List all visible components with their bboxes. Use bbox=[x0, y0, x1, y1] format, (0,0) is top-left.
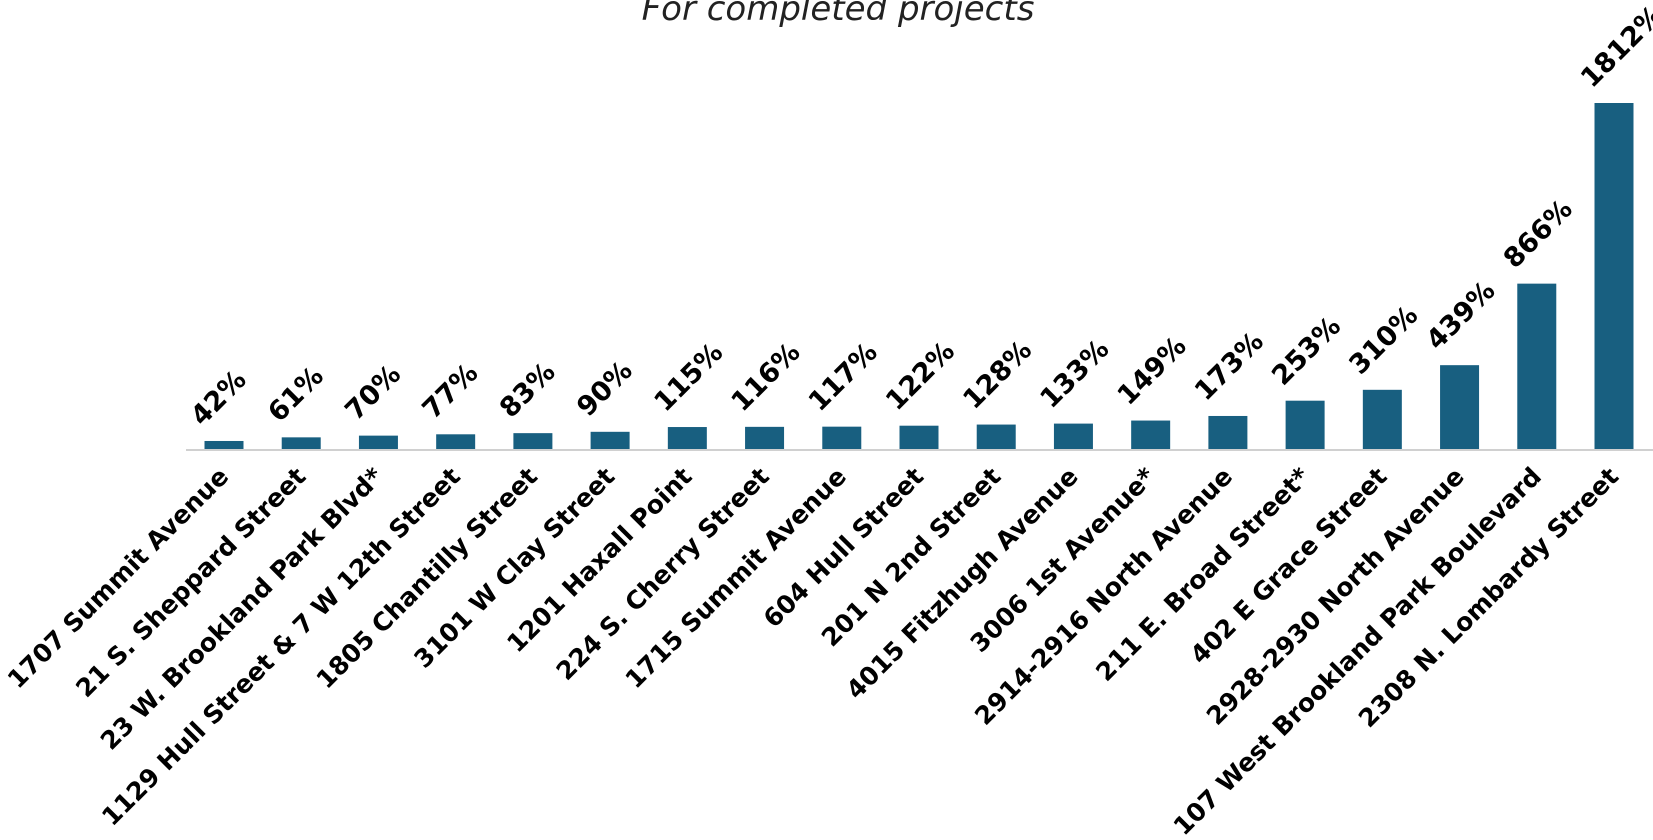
bar bbox=[1440, 365, 1480, 449]
bar-value-label: 70% bbox=[339, 359, 407, 427]
bar bbox=[1285, 400, 1325, 449]
category-label: 1129 Hull Street & 7 W 12th Street bbox=[96, 462, 466, 832]
bar bbox=[1362, 389, 1402, 449]
bar bbox=[1517, 283, 1557, 449]
bar bbox=[436, 434, 476, 449]
bar-value-label: 61% bbox=[262, 361, 330, 429]
bar bbox=[590, 431, 630, 449]
bar-value-label: 1812% bbox=[1575, 0, 1653, 94]
bar-value-label: 115% bbox=[648, 337, 729, 418]
bar-value-label: 83% bbox=[494, 356, 562, 424]
bar bbox=[976, 424, 1016, 449]
bar bbox=[204, 440, 244, 449]
bar-value-label: 173% bbox=[1189, 326, 1270, 407]
bar-value-label: 149% bbox=[1112, 331, 1193, 412]
bar-value-label: 310% bbox=[1343, 300, 1424, 381]
category-label: 23 W. Brookland Park Blvd* bbox=[95, 462, 389, 756]
bar bbox=[899, 425, 939, 449]
bar bbox=[1131, 420, 1171, 449]
bar bbox=[745, 426, 785, 449]
bar-value-label: 42% bbox=[185, 364, 253, 432]
bar-value-label: 122% bbox=[880, 336, 961, 417]
bar bbox=[513, 433, 553, 449]
bar-value-label: 439% bbox=[1421, 275, 1502, 356]
bar-value-label: 133% bbox=[1034, 334, 1115, 415]
chart-subtitle: For completed projects bbox=[642, 0, 1035, 29]
bar bbox=[1053, 423, 1093, 449]
bars-group bbox=[204, 103, 1634, 449]
bar-value-label: 128% bbox=[957, 335, 1038, 416]
bar-value-label: 866% bbox=[1498, 194, 1579, 275]
bar-value-label: 117% bbox=[803, 337, 884, 418]
category-label: 107 West Brookland Park Boulevard bbox=[1168, 462, 1547, 840]
bar-value-label: 90% bbox=[571, 355, 639, 423]
bar bbox=[358, 435, 398, 449]
bar bbox=[667, 427, 707, 449]
bar-value-label: 77% bbox=[417, 358, 485, 426]
bar bbox=[1208, 415, 1248, 449]
bar bbox=[281, 437, 321, 449]
value-labels-group: 42% 61% 70% 77% 83% 90% 115%116%117%122%128%13… bbox=[185, 0, 1653, 432]
bar bbox=[1594, 103, 1634, 449]
bar bbox=[822, 426, 862, 449]
bar-value-label: 253% bbox=[1266, 311, 1347, 392]
bar-value-label: 116% bbox=[726, 337, 807, 418]
